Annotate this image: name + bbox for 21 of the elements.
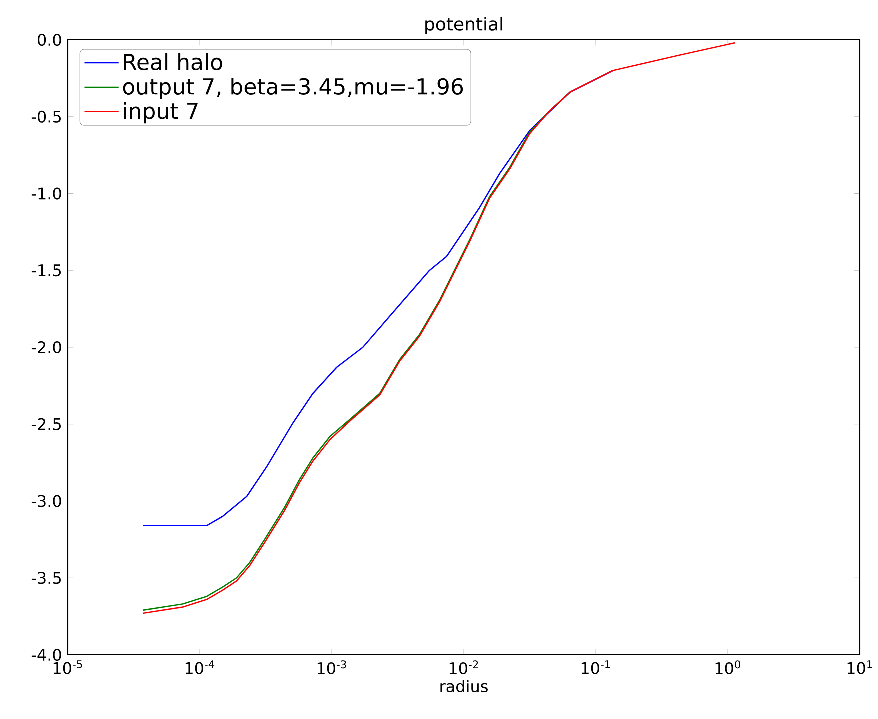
y-tick-label: -0.5 <box>32 110 61 123</box>
y-tick-label: -1.5 <box>32 264 61 277</box>
y-tick-label: -2.0 <box>32 341 62 354</box>
chart-title: potential <box>426 16 502 34</box>
x-tick-label: 10$^{-4}$ <box>186 660 215 674</box>
y-tick-label: -3.5 <box>32 572 61 584</box>
y-tick-label: -4.0 <box>32 648 62 662</box>
x-tick-label: 10$^{-5}$ <box>54 660 82 674</box>
x-tick-label: 10$^{-3}$ <box>318 660 346 675</box>
x-tick-label: 10$^{1}$ <box>848 660 872 674</box>
x-tick-label: 10$^{0}$ <box>716 660 741 675</box>
y-tick-label: -2.5 <box>32 418 61 430</box>
legend-label: output 7, beta=3.45,mu=-1.96 <box>123 78 464 100</box>
legend-label: Real halo <box>124 54 222 71</box>
y-tick-label: 0.0 <box>38 34 62 46</box>
y-tick-label: -1.0 <box>32 188 62 200</box>
y-tick-label: -3.0 <box>32 495 62 508</box>
x-axis-title: radius <box>440 680 488 693</box>
x-tick-label: 10$^{-1}$ <box>582 660 610 674</box>
legend-label: input 7 <box>124 102 198 124</box>
x-tick-label: 10$^{-2}$ <box>450 660 478 675</box>
